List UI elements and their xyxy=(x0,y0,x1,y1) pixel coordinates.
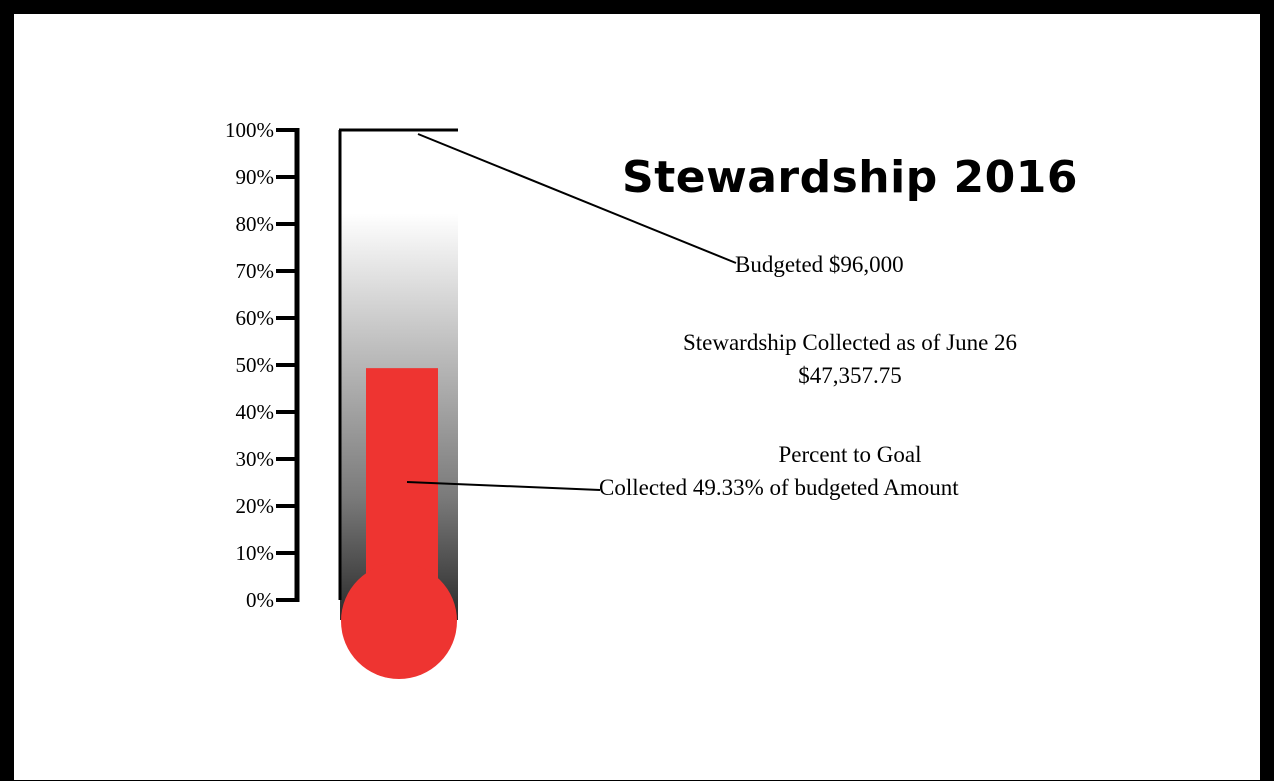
tick-label: 100% xyxy=(225,118,274,142)
tick-label: 60% xyxy=(236,306,275,330)
percent-text: Collected 49.33% of budgeted Amount xyxy=(599,475,959,500)
leader-lines xyxy=(406,133,737,491)
percent-scale: 0% 10% 20% 30% 40% 50% 60% 70% 80% 90% 100% xyxy=(225,118,300,612)
collected-amount: $47,357.75 xyxy=(798,363,902,388)
tick-label: 0% xyxy=(246,588,274,612)
tick-label: 30% xyxy=(236,447,275,471)
mercury-bulb xyxy=(341,563,457,679)
page-title: Stewardship 2016 xyxy=(622,152,1078,203)
tick-label: 20% xyxy=(236,494,275,518)
tick-label: 90% xyxy=(236,165,275,189)
thermometer xyxy=(338,128,458,679)
collected-heading: Stewardship Collected as of June 26 xyxy=(682,330,1018,355)
budget-leader-line xyxy=(417,133,737,264)
collected-leader-line xyxy=(406,481,601,491)
tick-label: 40% xyxy=(236,400,275,424)
tick-label: 80% xyxy=(236,212,275,236)
tick-label: 10% xyxy=(236,541,275,565)
percent-heading: Percent to Goal xyxy=(778,442,922,467)
tick-label: 50% xyxy=(236,353,275,377)
budget-label: Budgeted $96,000 xyxy=(735,252,904,277)
tick-label: 70% xyxy=(236,259,275,283)
